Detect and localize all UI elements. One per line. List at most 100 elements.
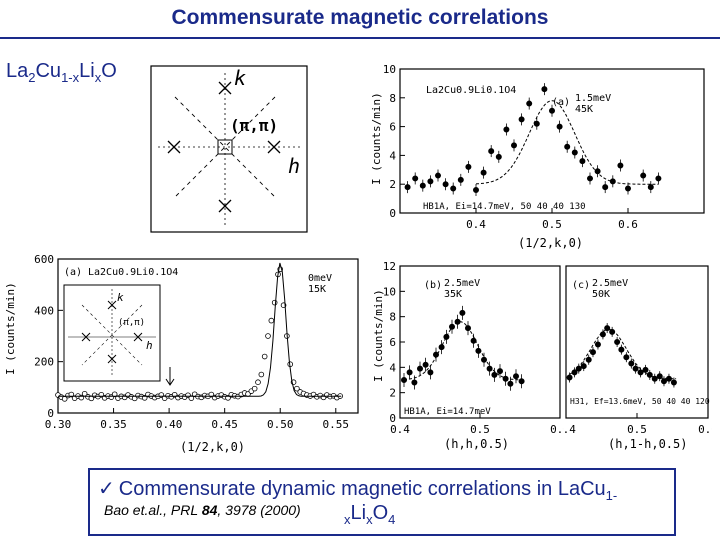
citation-rest: , 3978 (2000) — [217, 502, 301, 518]
data-point-3 — [580, 363, 587, 370]
data-point-20 — [660, 378, 667, 385]
conclusion-o: O — [372, 502, 389, 524]
conclusion-li: Li — [350, 502, 367, 524]
data-point-32 — [655, 175, 662, 182]
data-point-12 — [623, 354, 630, 361]
formula-o: O — [101, 60, 117, 82]
inset-cross-bottom — [107, 354, 117, 364]
data-point-19 — [656, 373, 663, 380]
data-point-13 — [503, 126, 510, 133]
formula-sub-1-x: 1-x — [61, 70, 80, 85]
ytick-label-0: 0 — [47, 407, 54, 420]
title-rule — [0, 37, 720, 39]
data-point-18 — [497, 368, 504, 375]
data-point-4 — [435, 172, 442, 179]
data-point-29 — [624, 185, 631, 192]
ytick-label-1: 2 — [389, 387, 396, 400]
bz-cross-right — [267, 140, 281, 154]
ytick-label-2: 4 — [389, 149, 396, 162]
slide-title: Commensurate magnetic correlations — [171, 6, 549, 29]
checkmark-icon: ✓ — [98, 478, 115, 500]
xtick-label-0: 0.4 — [466, 218, 486, 231]
data-point-7 — [599, 331, 606, 338]
xtick-label-1: 0.35 — [100, 418, 127, 431]
data-point-10 — [480, 169, 487, 176]
data-point-4 — [68, 391, 75, 398]
chart-bottom-right: 0.4 0.5 0.6 (c) 2.5meV 50K H31, Ef=13.6meV… — [556, 262, 718, 454]
data-point-22 — [518, 378, 525, 385]
data-point-26 — [602, 184, 609, 191]
data-point-64 — [268, 317, 275, 324]
ytick-label-4: 8 — [389, 92, 396, 105]
data-point-22 — [670, 379, 677, 386]
chart-b-xlabel: (1/2,k,0) — [180, 440, 245, 454]
chart-b-panel-label: (a) — [64, 267, 82, 278]
data-point-61 — [258, 371, 265, 378]
chart-a-temperature: 45K — [575, 104, 593, 115]
conclusion-statement: ✓ Commensurate dynamic magnetic correlati… — [98, 476, 617, 503]
chart-a-compound: La2Cu0.9Li0.1O4 — [426, 85, 516, 96]
data-point-22 — [571, 149, 578, 156]
chart-c-xticks: 0.40.50.6 — [390, 413, 570, 436]
chart-b-arrow-icon — [165, 367, 175, 386]
formula-cu: Cu — [35, 60, 62, 82]
data-point-17 — [533, 120, 540, 127]
chart-d-energy: 2.5meV — [592, 278, 628, 289]
data-point-5 — [442, 181, 449, 188]
xtick-label-4: 0.50 — [267, 418, 294, 431]
bz-pi-label: (π,π) — [230, 116, 278, 135]
ytick-label-0: 0 — [389, 207, 396, 220]
data-point-3 — [427, 178, 434, 185]
ytick-label-3: 600 — [34, 255, 54, 266]
data-point-11 — [459, 309, 466, 316]
data-point-46 — [208, 391, 215, 398]
bz-cross-left — [167, 140, 181, 154]
data-point-63 — [265, 333, 271, 339]
inset-cross-top — [107, 300, 117, 310]
data-point-8 — [443, 333, 450, 340]
chart-a-instrument: HB1A, Ei=14.7meV, 50 40 40 130 — [423, 202, 586, 212]
formula-la: La — [6, 60, 29, 82]
data-point-24 — [586, 175, 593, 182]
inset-cross-left — [81, 332, 91, 342]
chart-d-instrument: H31, Ef=13.6meV, 50 40 40 120 — [570, 397, 710, 406]
data-point-0 — [566, 374, 573, 381]
chart-d-xlabel: (h,1-h,0.5) — [608, 437, 687, 451]
chart-c-temperature: 35K — [444, 289, 462, 300]
data-point-31 — [647, 184, 654, 191]
ytick-label-2: 400 — [34, 304, 54, 317]
data-point-21 — [564, 143, 571, 150]
data-point-19 — [548, 107, 555, 114]
data-point-7 — [457, 176, 464, 183]
xtick-label-0: 0.4 — [562, 423, 576, 436]
chart-a-panel-label: (a) — [552, 97, 570, 108]
chart-bottom-right-svg: 0.4 0.5 0.6 (c) 2.5meV 50K H31, Ef=13.6meV… — [556, 265, 718, 451]
conclusion-sub-4: 4 — [388, 512, 396, 527]
citation-volume: 84 — [201, 502, 218, 518]
bz-svg: k h (π,π) — [150, 65, 308, 233]
ytick-label-5: 10 — [383, 65, 396, 76]
citation-authors: Bao et.al., PRL — [104, 502, 202, 518]
data-point-10 — [614, 339, 621, 346]
bz-cross-markers — [167, 81, 281, 213]
bz-h-label: h — [288, 154, 300, 178]
data-point-1 — [412, 175, 419, 182]
chart-d-xticks: 0.4 0.5 0.6 — [556, 413, 718, 436]
data-point-25 — [594, 168, 601, 175]
chart-a-xlabel: (1/2,k,0) — [518, 236, 583, 250]
chart-b-temperature: 15K — [308, 284, 326, 295]
ytick-label-1: 200 — [34, 356, 54, 369]
bz-k-label: k — [234, 66, 246, 90]
data-point-13 — [470, 337, 477, 344]
chart-b-ylabel: I (counts/min) — [4, 282, 17, 375]
xtick-label-2: 0.40 — [156, 418, 183, 431]
data-point-20 — [507, 380, 514, 387]
conclusion-sub-1: 1- — [605, 488, 618, 503]
data-point-72 — [294, 385, 300, 392]
formula-sub-2: 2 — [28, 70, 36, 85]
data-point-14 — [632, 365, 639, 372]
inset-cross-markers — [81, 300, 143, 364]
data-point-9 — [473, 186, 480, 193]
bz-cross-top — [218, 81, 232, 95]
inset-pi-label: (π,π) — [118, 318, 145, 328]
